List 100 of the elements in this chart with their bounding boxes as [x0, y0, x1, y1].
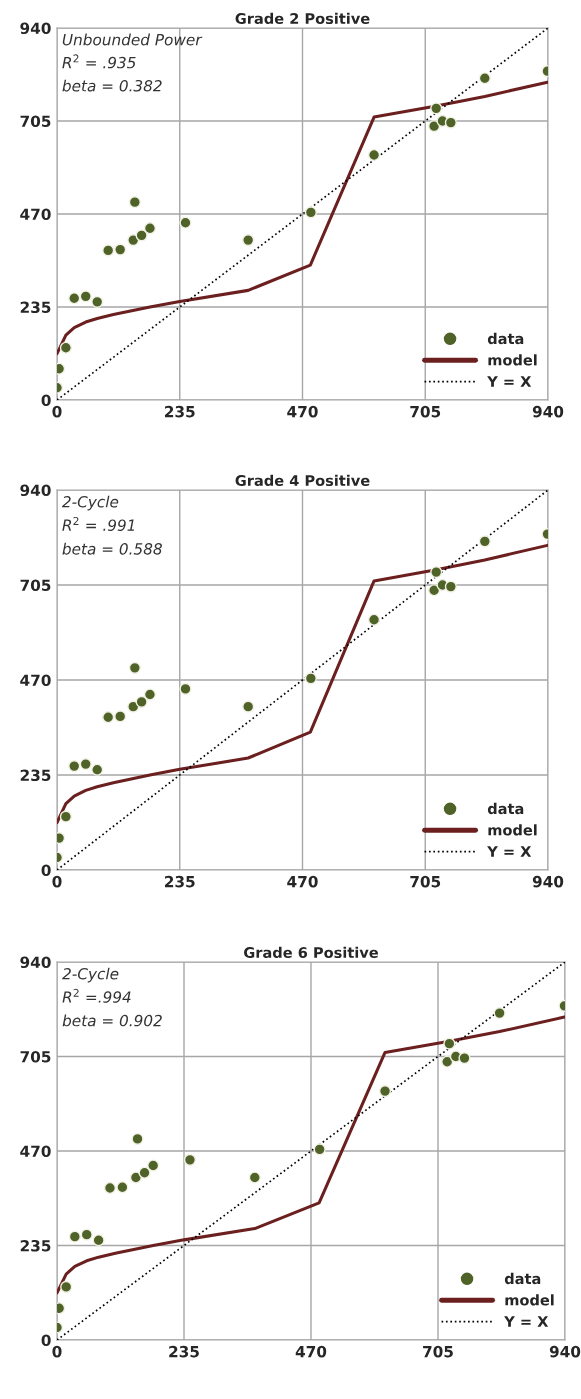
y-tick-label: 470 — [20, 674, 51, 687]
annotation: beta = 0.382 — [62, 79, 162, 92]
x-tick-label: 705 — [423, 1345, 453, 1358]
line-series — [57, 543, 548, 825]
point — [378, 1085, 392, 1098]
point — [313, 1143, 326, 1156]
line-series — [57, 1015, 565, 1295]
annotation: Unbounded Power — [62, 33, 203, 46]
point — [493, 1006, 506, 1020]
point — [60, 1280, 73, 1293]
point — [444, 116, 457, 129]
legend-label: data — [487, 332, 524, 345]
point — [430, 102, 443, 115]
legend-label: model — [505, 1294, 554, 1306]
annotation: 2-Cycle — [61, 495, 119, 511]
y-tick-label: 235 — [20, 769, 51, 782]
point — [102, 711, 115, 724]
x-tick-label: 705 — [410, 875, 441, 888]
annotation: 2-Cycle — [62, 967, 119, 983]
point — [127, 234, 140, 247]
point — [478, 72, 491, 85]
x-tick-label: 235 — [169, 1345, 199, 1358]
point — [79, 758, 92, 771]
point — [443, 1037, 456, 1050]
x-tick-label: 235 — [165, 875, 195, 888]
point — [68, 1230, 81, 1243]
legend-label: Y = X — [487, 376, 532, 387]
x-tick-label: 0 — [52, 1345, 62, 1358]
legend-label: Y = X — [487, 846, 532, 857]
point — [248, 1171, 261, 1184]
legend-label: Y = X — [504, 1316, 549, 1327]
x-tick-label: 0 — [52, 875, 62, 888]
x-tick-label: 940 — [532, 875, 564, 888]
legend-label: model — [488, 824, 537, 836]
point — [91, 763, 104, 776]
annotation: R$^{2}$ = .991 — [62, 516, 135, 531]
point — [127, 700, 140, 713]
point — [478, 535, 491, 548]
point — [304, 206, 317, 219]
y-tick-label: 0 — [41, 1334, 51, 1347]
point — [131, 1132, 144, 1146]
point — [135, 229, 148, 242]
x-tick-label: 0 — [52, 405, 62, 418]
line-series — [57, 80, 548, 356]
point — [147, 1159, 160, 1172]
y-tick-label: 470 — [20, 208, 51, 221]
annotation: beta = 0.902 — [62, 1014, 162, 1027]
y-tick-label: 940 — [20, 956, 51, 969]
annotation: beta = 0.588 — [62, 542, 162, 555]
point — [458, 1052, 471, 1065]
legend-label: data — [487, 802, 524, 815]
y-tick-label: 940 — [20, 484, 51, 497]
point — [179, 682, 192, 695]
point — [138, 1166, 151, 1179]
point — [79, 290, 92, 303]
point — [103, 1181, 117, 1195]
point — [128, 661, 141, 674]
point — [183, 1153, 197, 1166]
y-tick-label: 470 — [20, 1145, 51, 1158]
point — [92, 1234, 105, 1247]
point — [68, 292, 81, 305]
point — [428, 120, 441, 133]
x-tick-label: 470 — [295, 1345, 327, 1358]
x-tick-label: 940 — [549, 1345, 581, 1358]
chart-title: Grade 6 Positive — [244, 946, 378, 959]
chart-title: Grade 4 Positive — [235, 474, 370, 487]
point — [242, 234, 255, 247]
point — [367, 148, 381, 162]
point — [143, 688, 157, 701]
point — [102, 244, 115, 257]
y-tick-label: 0 — [41, 394, 51, 407]
point — [80, 1228, 93, 1241]
y-tick-label: 705 — [20, 115, 51, 128]
y-tick-label: 705 — [20, 579, 51, 592]
point — [59, 810, 72, 823]
point — [304, 672, 317, 685]
y-tick-label: 940 — [20, 22, 51, 35]
point — [430, 565, 443, 579]
point — [68, 760, 81, 773]
point — [114, 243, 127, 256]
y-tick-label: 705 — [20, 1050, 51, 1063]
point — [367, 613, 381, 626]
point — [441, 1055, 454, 1068]
point — [143, 222, 157, 235]
point — [116, 1181, 129, 1194]
y-tick-label: 0 — [41, 864, 51, 877]
x-tick-label: 705 — [410, 405, 441, 418]
point — [428, 584, 441, 597]
legend-label: model — [488, 354, 537, 366]
annotation: R$^{2}$ = .935 — [62, 54, 136, 69]
point — [179, 216, 192, 229]
point — [135, 695, 148, 708]
chart-title: Grade 2 Positive — [235, 12, 370, 25]
point — [114, 710, 127, 723]
x-tick-label: 470 — [287, 405, 318, 418]
x-tick-label: 940 — [532, 405, 564, 418]
y-tick-label: 235 — [20, 1239, 51, 1252]
legend-label: data — [504, 1272, 541, 1285]
y-tick-label: 235 — [20, 301, 51, 314]
point — [59, 341, 72, 354]
